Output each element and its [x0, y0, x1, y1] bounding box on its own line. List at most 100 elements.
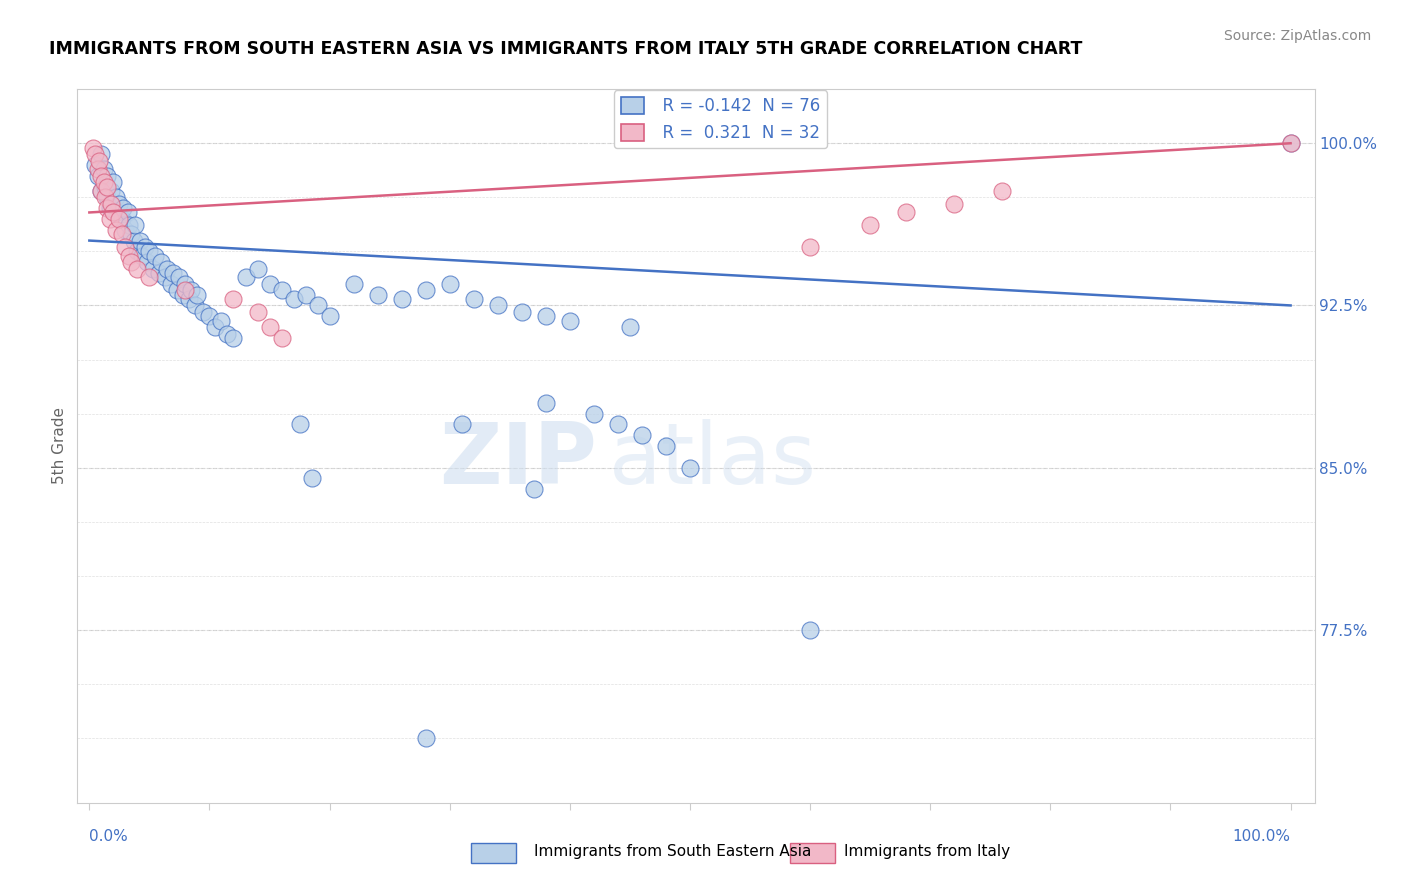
Point	[294, 287, 316, 301]
Point	[343, 277, 366, 291]
Point	[96, 179, 118, 194]
Text: atlas: atlas	[609, 418, 817, 502]
Text: Source: ZipAtlas.com: Source: ZipAtlas.com	[1223, 29, 1371, 43]
Point	[1279, 136, 1302, 151]
Point	[145, 249, 167, 263]
Point	[96, 201, 118, 215]
Point	[198, 310, 221, 324]
Point	[510, 305, 533, 319]
Point	[655, 439, 678, 453]
Text: Immigrants from Italy: Immigrants from Italy	[844, 845, 1010, 859]
Point	[582, 407, 605, 421]
Point	[301, 471, 323, 485]
Point	[799, 623, 821, 637]
Point	[90, 169, 112, 183]
Point	[96, 169, 118, 183]
Point	[631, 428, 654, 442]
Point	[114, 223, 136, 237]
Point	[172, 287, 194, 301]
Point	[799, 240, 821, 254]
Point	[318, 310, 340, 324]
Point	[186, 287, 208, 301]
Legend:   R = -0.142  N = 76,   R =  0.321  N = 32: R = -0.142 N = 76, R = 0.321 N = 32	[614, 90, 827, 148]
Point	[98, 201, 121, 215]
Point	[415, 283, 437, 297]
Point	[98, 211, 121, 226]
Point	[104, 223, 127, 237]
Point	[111, 201, 134, 215]
Point	[150, 255, 173, 269]
Point	[1279, 136, 1302, 151]
Point	[134, 240, 156, 254]
Point	[162, 266, 184, 280]
Point	[100, 196, 122, 211]
Point	[127, 244, 149, 259]
Point	[991, 184, 1014, 198]
Point	[103, 175, 125, 189]
Point	[619, 320, 641, 334]
Point	[127, 261, 149, 276]
Point	[87, 162, 110, 177]
Point	[463, 292, 485, 306]
Point	[169, 270, 191, 285]
Point	[82, 140, 104, 154]
Point	[486, 298, 509, 312]
Point	[108, 196, 131, 211]
Point	[558, 313, 581, 327]
Point	[156, 261, 179, 276]
Point	[138, 270, 160, 285]
Point	[84, 158, 107, 172]
Point	[111, 211, 134, 226]
Text: ZIP: ZIP	[439, 418, 598, 502]
Point	[222, 292, 245, 306]
Point	[96, 190, 118, 204]
Point	[193, 305, 215, 319]
Point	[246, 305, 269, 319]
Point	[138, 244, 160, 259]
Point	[108, 211, 131, 226]
Point	[90, 184, 112, 198]
Point	[93, 162, 115, 177]
Point	[105, 205, 128, 219]
Text: Immigrants from South Eastern Asia: Immigrants from South Eastern Asia	[534, 845, 811, 859]
Point	[174, 277, 197, 291]
Point	[246, 261, 269, 276]
Point	[235, 270, 257, 285]
Point	[111, 227, 134, 241]
Point	[896, 205, 918, 219]
Point	[87, 169, 110, 183]
Point	[166, 283, 188, 297]
Point	[450, 417, 472, 432]
Point	[90, 184, 112, 198]
Point	[174, 283, 197, 297]
Point	[679, 460, 702, 475]
Point	[90, 147, 112, 161]
Point	[184, 298, 207, 312]
Point	[128, 234, 150, 248]
Text: IMMIGRANTS FROM SOUTH EASTERN ASIA VS IMMIGRANTS FROM ITALY 5TH GRADE CORRELATIO: IMMIGRANTS FROM SOUTH EASTERN ASIA VS IM…	[49, 40, 1083, 58]
Point	[943, 196, 966, 211]
Point	[120, 255, 142, 269]
Point	[859, 219, 882, 233]
Point	[270, 283, 292, 297]
Point	[153, 270, 176, 285]
Point	[117, 205, 139, 219]
Point	[606, 417, 628, 432]
Point	[307, 298, 329, 312]
Point	[94, 179, 117, 194]
Point	[439, 277, 461, 291]
Point	[104, 190, 127, 204]
Point	[142, 261, 165, 276]
Point	[211, 313, 233, 327]
Point	[177, 292, 200, 306]
Point	[114, 240, 136, 254]
Point	[217, 326, 239, 341]
Text: 100.0%: 100.0%	[1233, 829, 1291, 844]
Point	[100, 184, 122, 198]
Point	[94, 190, 117, 204]
Y-axis label: 5th Grade: 5th Grade	[52, 408, 67, 484]
Point	[122, 234, 145, 248]
Point	[180, 283, 202, 297]
Point	[118, 249, 141, 263]
Point	[270, 331, 292, 345]
